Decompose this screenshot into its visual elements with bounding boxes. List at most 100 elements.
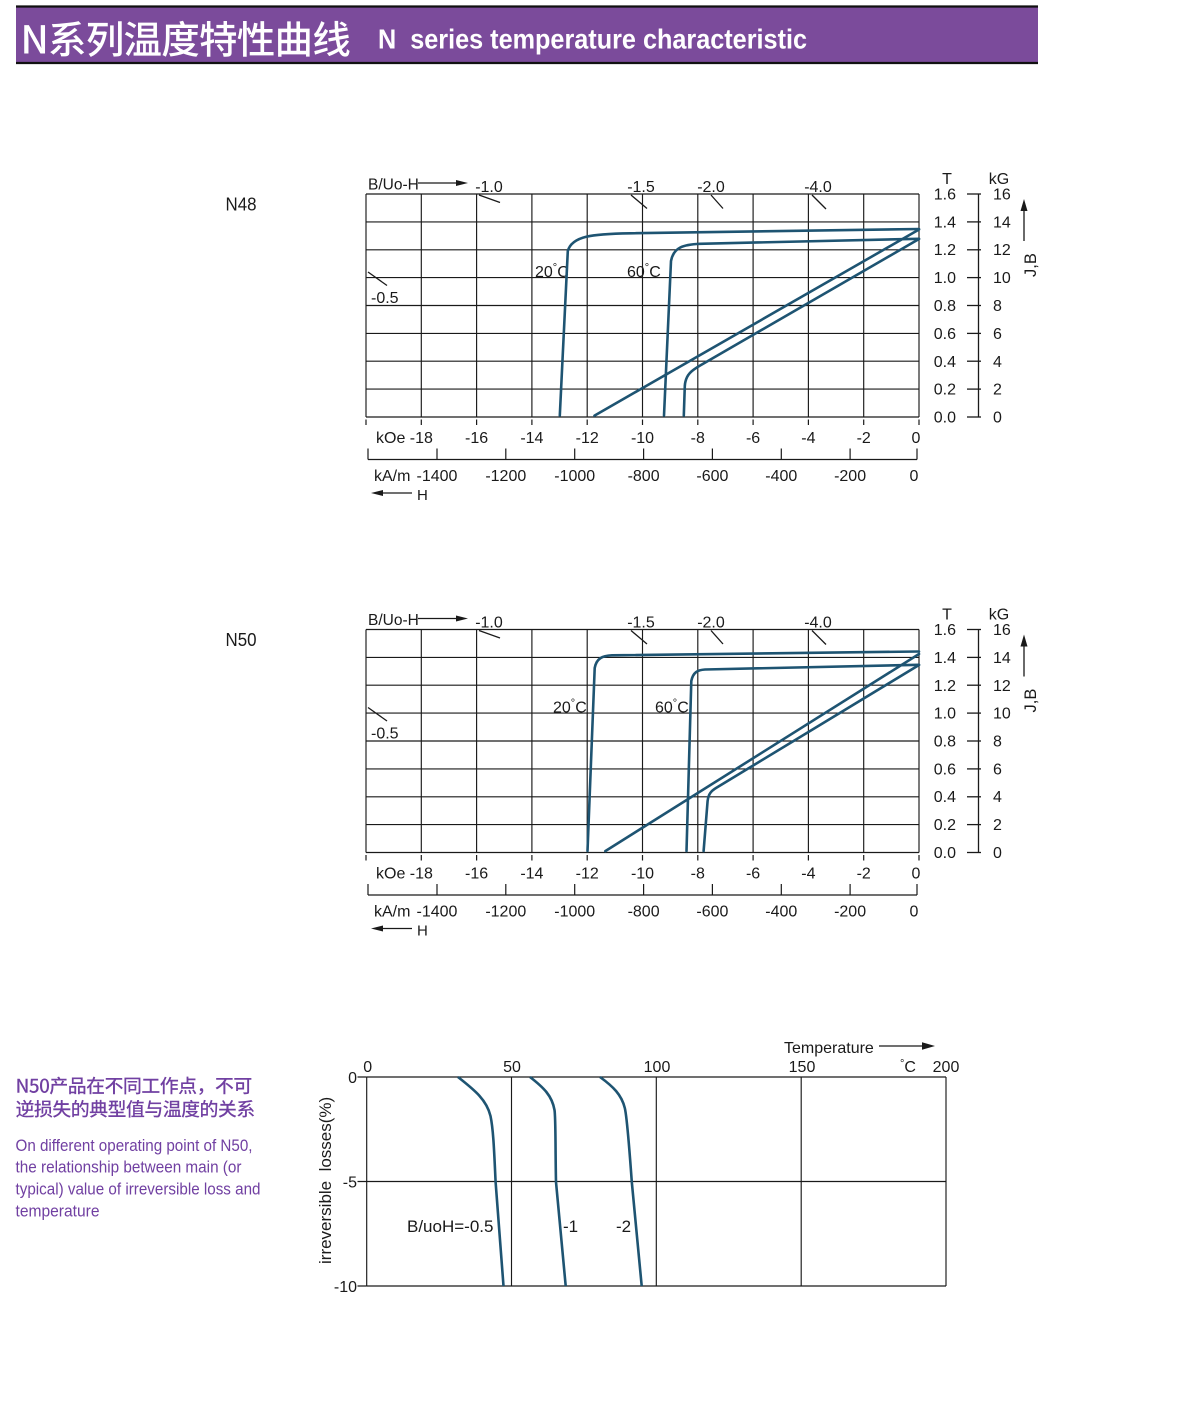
svg-text:T: T [942, 607, 952, 624]
svg-text:-200: -200 [834, 468, 866, 485]
svg-text:50: 50 [503, 1059, 521, 1076]
svg-text:-12: -12 [576, 866, 599, 883]
svg-text:6: 6 [993, 761, 1002, 778]
svg-text:6: 6 [993, 326, 1002, 343]
svg-text:1.2: 1.2 [934, 678, 956, 695]
svg-text:irreversible losses(%): irreversible losses(%) [316, 1097, 335, 1264]
svg-text:N50: N50 [226, 630, 257, 650]
svg-text:0.2: 0.2 [934, 817, 956, 834]
svg-text:-8: -8 [691, 866, 705, 883]
svg-text:1.0: 1.0 [934, 706, 956, 723]
svg-text:0: 0 [993, 410, 1002, 427]
svg-text:B/uoH=-0.5: B/uoH=-0.5 [407, 1217, 493, 1236]
svg-text:1.4: 1.4 [934, 214, 956, 231]
svg-text:0: 0 [363, 1059, 372, 1076]
svg-text:kA/m: kA/m [374, 468, 410, 485]
svg-text:-2: -2 [616, 1217, 631, 1236]
svg-text:kG: kG [989, 171, 1009, 188]
svg-text:0: 0 [912, 430, 921, 447]
svg-text:J,B: J,B [1022, 253, 1040, 277]
svg-text:16: 16 [993, 622, 1011, 639]
svg-text:-1200: -1200 [485, 468, 526, 485]
svg-text:1.6: 1.6 [934, 622, 956, 639]
svg-text:-2.0: -2.0 [697, 615, 725, 632]
svg-text:60°C: 60°C [627, 262, 661, 281]
svg-text:kG: kG [989, 607, 1009, 624]
svg-text:1.2: 1.2 [934, 242, 956, 259]
svg-text:-12: -12 [576, 430, 599, 447]
svg-text:-1200: -1200 [485, 904, 526, 921]
svg-text:2: 2 [993, 817, 1002, 834]
svg-text:-1000: -1000 [554, 468, 595, 485]
svg-text:the relationship between main: the relationship between main (or [16, 1158, 242, 1177]
svg-text:H: H [417, 923, 428, 940]
svg-text:10: 10 [993, 706, 1011, 723]
svg-text:On different operating point o: On different operating point of N50, [16, 1136, 253, 1155]
svg-text:-6: -6 [746, 866, 760, 883]
svg-text:-1000: -1000 [554, 904, 595, 921]
svg-text:14: 14 [993, 650, 1011, 667]
svg-text:-2.0: -2.0 [697, 179, 725, 196]
svg-text:1.0: 1.0 [934, 270, 956, 287]
svg-text:-18: -18 [410, 866, 433, 883]
svg-text:B/Uo-H: B/Uo-H [368, 612, 419, 629]
svg-text:4: 4 [993, 789, 1002, 806]
svg-text:60°C: 60°C [655, 698, 689, 717]
svg-text:150: 150 [789, 1059, 816, 1076]
svg-text:-1.5: -1.5 [627, 179, 655, 196]
svg-text:-600: -600 [696, 904, 728, 921]
svg-text:0: 0 [912, 866, 921, 883]
svg-text:-10: -10 [334, 1279, 357, 1296]
svg-text:14: 14 [993, 214, 1011, 231]
svg-text:-14: -14 [520, 866, 543, 883]
svg-text:T: T [942, 171, 952, 188]
svg-text:-1.0: -1.0 [475, 179, 503, 196]
svg-text:N48: N48 [226, 195, 257, 215]
svg-text:10: 10 [993, 270, 1011, 287]
svg-text:-10: -10 [631, 866, 654, 883]
svg-text:0.0: 0.0 [934, 410, 956, 427]
svg-text:-200: -200 [834, 904, 866, 921]
svg-text:-18: -18 [410, 430, 433, 447]
svg-text:0: 0 [348, 1070, 357, 1087]
svg-text:0.6: 0.6 [934, 761, 956, 778]
svg-text:-800: -800 [628, 468, 660, 485]
svg-text:-600: -600 [696, 468, 728, 485]
svg-text:8: 8 [993, 298, 1002, 315]
svg-text:0.4: 0.4 [934, 354, 956, 371]
svg-text:0.8: 0.8 [934, 298, 956, 315]
svg-text:12: 12 [993, 678, 1011, 695]
svg-text:°C: °C [900, 1058, 916, 1076]
svg-text:20°C: 20°C [535, 262, 569, 281]
svg-text:-16: -16 [465, 866, 488, 883]
svg-text:2: 2 [993, 382, 1002, 399]
svg-text:Temperature: Temperature [784, 1040, 874, 1057]
svg-text:1.6: 1.6 [934, 187, 956, 204]
svg-text:-5: -5 [343, 1175, 357, 1192]
svg-text:8: 8 [993, 734, 1002, 751]
svg-text:0.8: 0.8 [934, 734, 956, 751]
svg-text:-1400: -1400 [417, 904, 458, 921]
svg-text:0: 0 [910, 468, 919, 485]
svg-text:0.0: 0.0 [934, 845, 956, 862]
svg-text:4: 4 [993, 354, 1002, 371]
svg-text:1.4: 1.4 [934, 650, 956, 667]
svg-text:100: 100 [644, 1059, 671, 1076]
svg-text:-8: -8 [691, 430, 705, 447]
svg-text:kOe: kOe [376, 866, 405, 883]
svg-text:-4: -4 [801, 866, 815, 883]
svg-text:-400: -400 [765, 468, 797, 485]
svg-text:-2: -2 [857, 866, 871, 883]
svg-text:-1: -1 [563, 1217, 578, 1236]
svg-text:0.2: 0.2 [934, 382, 956, 399]
svg-text:-6: -6 [746, 430, 760, 447]
svg-text:-16: -16 [465, 430, 488, 447]
svg-text:N series temperature characte: N series temperature characteristic [378, 24, 807, 55]
svg-text:0: 0 [910, 904, 919, 921]
svg-text:-1.5: -1.5 [627, 615, 655, 632]
svg-text:-400: -400 [765, 904, 797, 921]
svg-text:B/Uo-H: B/Uo-H [368, 177, 419, 194]
svg-text:-0.5: -0.5 [371, 290, 399, 307]
svg-text:0: 0 [993, 845, 1002, 862]
svg-text:-14: -14 [520, 430, 543, 447]
